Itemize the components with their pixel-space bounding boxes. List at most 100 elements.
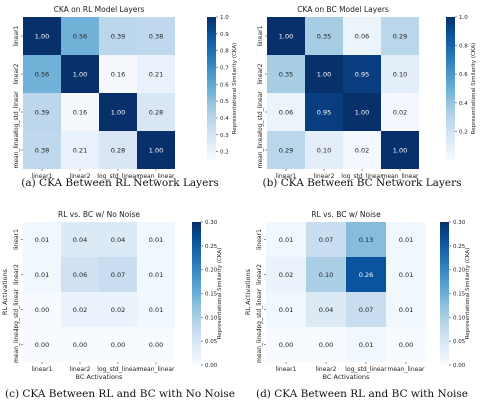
heatmap-cell bbox=[61, 131, 99, 169]
colorbar-tick-label: 0.6 bbox=[220, 82, 229, 88]
heatmap-cell bbox=[381, 55, 419, 93]
heatmap-cell bbox=[266, 222, 306, 257]
cell-value-label: 0.00 bbox=[149, 341, 163, 349]
chart-title: RL vs. BC w/ Noise bbox=[311, 210, 381, 219]
colorbar-tick-label: 0.3 bbox=[220, 133, 229, 139]
colorbar-tick-label: 0.4 bbox=[459, 101, 468, 107]
cell-value-label: 0.00 bbox=[319, 341, 333, 349]
colorbar-tick-label: 0.15 bbox=[453, 292, 466, 298]
cell-value-label: 1.00 bbox=[393, 147, 407, 155]
cell-value-label: 0.06 bbox=[355, 33, 369, 41]
cell-value-label: 0.35 bbox=[279, 71, 293, 79]
heatmap-cell bbox=[61, 292, 99, 327]
colorbar-tick-label: 0.25 bbox=[453, 244, 466, 250]
colorbar-tick-label: 0.2 bbox=[459, 129, 468, 135]
cell-value-label: 0.07 bbox=[111, 271, 125, 279]
heatmap-cell bbox=[266, 257, 306, 292]
x-tick-label: linear2 bbox=[316, 366, 337, 373]
y-tick-label: linear1 bbox=[257, 25, 264, 46]
cell-value-label: 0.06 bbox=[279, 109, 293, 117]
colorbar bbox=[192, 222, 201, 365]
colorbar-tick-label: 0.00 bbox=[205, 363, 218, 369]
heatmap-panel-c: RL vs. BC w/ No Noise 0.01 0.04 0.04 0.01 0.0… bbox=[1, 210, 235, 400]
cell-value-label: 0.95 bbox=[317, 109, 331, 117]
colorbar bbox=[207, 17, 216, 160]
cell-value-label: 0.01 bbox=[35, 271, 49, 279]
heatmap-cell bbox=[346, 257, 386, 292]
chart-title: CKA on BC Model Layers bbox=[297, 5, 389, 14]
cell-value-label: 0.56 bbox=[73, 33, 87, 41]
y-tick-label: log_std_linear bbox=[13, 288, 20, 330]
heatmap-cell bbox=[99, 55, 137, 93]
y-tick-label: linear2 bbox=[257, 63, 264, 84]
y-tick-label: linear2 bbox=[13, 264, 20, 285]
cell-value-label: 0.29 bbox=[393, 33, 407, 41]
heatmap-cell bbox=[99, 327, 137, 362]
colorbar-tick-label: 0.8 bbox=[220, 49, 229, 55]
cell-value-label: 1.00 bbox=[35, 33, 49, 41]
cell-value-label: 0.07 bbox=[359, 306, 373, 314]
cell-value-label: 0.39 bbox=[111, 33, 125, 41]
cell-value-label: 1.00 bbox=[73, 71, 87, 79]
cell-value-label: 0.21 bbox=[73, 147, 87, 155]
heatmap-cell bbox=[343, 131, 381, 169]
colorbar-tick-label: 0.05 bbox=[453, 339, 466, 345]
colorbar-tick-label: 0.6 bbox=[459, 72, 468, 78]
cell-value-label: 0.16 bbox=[111, 71, 125, 79]
cell-value-label: 0.29 bbox=[279, 147, 293, 155]
colorbar-tick-label: 0.30 bbox=[205, 220, 218, 226]
cell-value-label: 0.26 bbox=[359, 271, 373, 279]
heatmap-cell bbox=[23, 327, 61, 362]
cell-value-label: 0.01 bbox=[279, 306, 293, 314]
colorbar-tick-label: 0.4 bbox=[220, 116, 229, 122]
heatmap-cell bbox=[386, 222, 426, 257]
cell-value-label: 0.13 bbox=[359, 236, 373, 244]
heatmap-cell bbox=[267, 93, 305, 131]
x-tick-label: log_std_linear bbox=[345, 366, 387, 373]
heatmap-cell bbox=[137, 55, 175, 93]
heatmap-cell bbox=[137, 131, 175, 169]
y-tick-label: linear1 bbox=[13, 229, 20, 250]
cell-value-label: 0.01 bbox=[149, 236, 163, 244]
x-tick-label: linear1 bbox=[32, 366, 53, 373]
heatmap-cell bbox=[381, 17, 419, 55]
heatmap-cell bbox=[137, 93, 175, 131]
figure-caption: (a) CKA Between RL Network Layers bbox=[21, 177, 218, 189]
colorbar-tick-label: 1.0 bbox=[459, 15, 468, 21]
heatmap-cell bbox=[23, 131, 61, 169]
heatmap-panel-b: CKA on BC Model Layers 1.00 0.35 0.06 0.29 0.… bbox=[257, 5, 477, 189]
heatmap-panel-a: CKA on RL Model Layers 1.00 0.56 0.39 0.38 0.… bbox=[13, 5, 238, 189]
colorbar-label: Representational Similarity (CKA) bbox=[217, 248, 223, 340]
x-tick-label: linear1 bbox=[32, 173, 53, 180]
figure-caption: (b) CKA Between BC Network Layers bbox=[262, 177, 461, 189]
heatmap-cell bbox=[386, 292, 426, 327]
x-tick-label: linear1 bbox=[276, 173, 297, 180]
colorbar-tick-label: 1.0 bbox=[220, 15, 229, 21]
heatmap-cell bbox=[267, 17, 305, 55]
chart-title: RL vs. BC w/ No Noise bbox=[58, 210, 140, 219]
heatmap-cell bbox=[23, 257, 61, 292]
cell-value-label: 0.01 bbox=[149, 306, 163, 314]
heatmap-cell bbox=[386, 257, 426, 292]
colorbar-label: Representational Similarity (CKA) bbox=[232, 43, 238, 135]
heatmap-cell bbox=[306, 222, 346, 257]
figure-caption: (d) CKA Between RL and BC with Noise bbox=[256, 388, 468, 400]
heatmap-cell bbox=[99, 17, 137, 55]
heatmap-cell bbox=[23, 17, 61, 55]
x-tick-label: mean_linear bbox=[138, 173, 176, 180]
heatmap-cell bbox=[23, 93, 61, 131]
heatmap-cell bbox=[23, 222, 61, 257]
cell-value-label: 0.21 bbox=[149, 71, 163, 79]
heatmap-cell bbox=[305, 55, 343, 93]
cell-value-label: 0.95 bbox=[355, 71, 369, 79]
y-tick-label: linear1 bbox=[13, 25, 20, 46]
cell-value-label: 1.00 bbox=[317, 71, 331, 79]
colorbar-tick-label: 0.25 bbox=[205, 244, 218, 250]
x-tick-label: mean_linear bbox=[138, 366, 176, 373]
heatmap-cell bbox=[61, 17, 99, 55]
colorbar-tick-label: 0.10 bbox=[453, 315, 466, 321]
heatmap-cell bbox=[343, 17, 381, 55]
cell-value-label: 0.28 bbox=[111, 147, 125, 155]
heatmap-cell bbox=[99, 93, 137, 131]
cell-value-label: 0.00 bbox=[279, 341, 293, 349]
